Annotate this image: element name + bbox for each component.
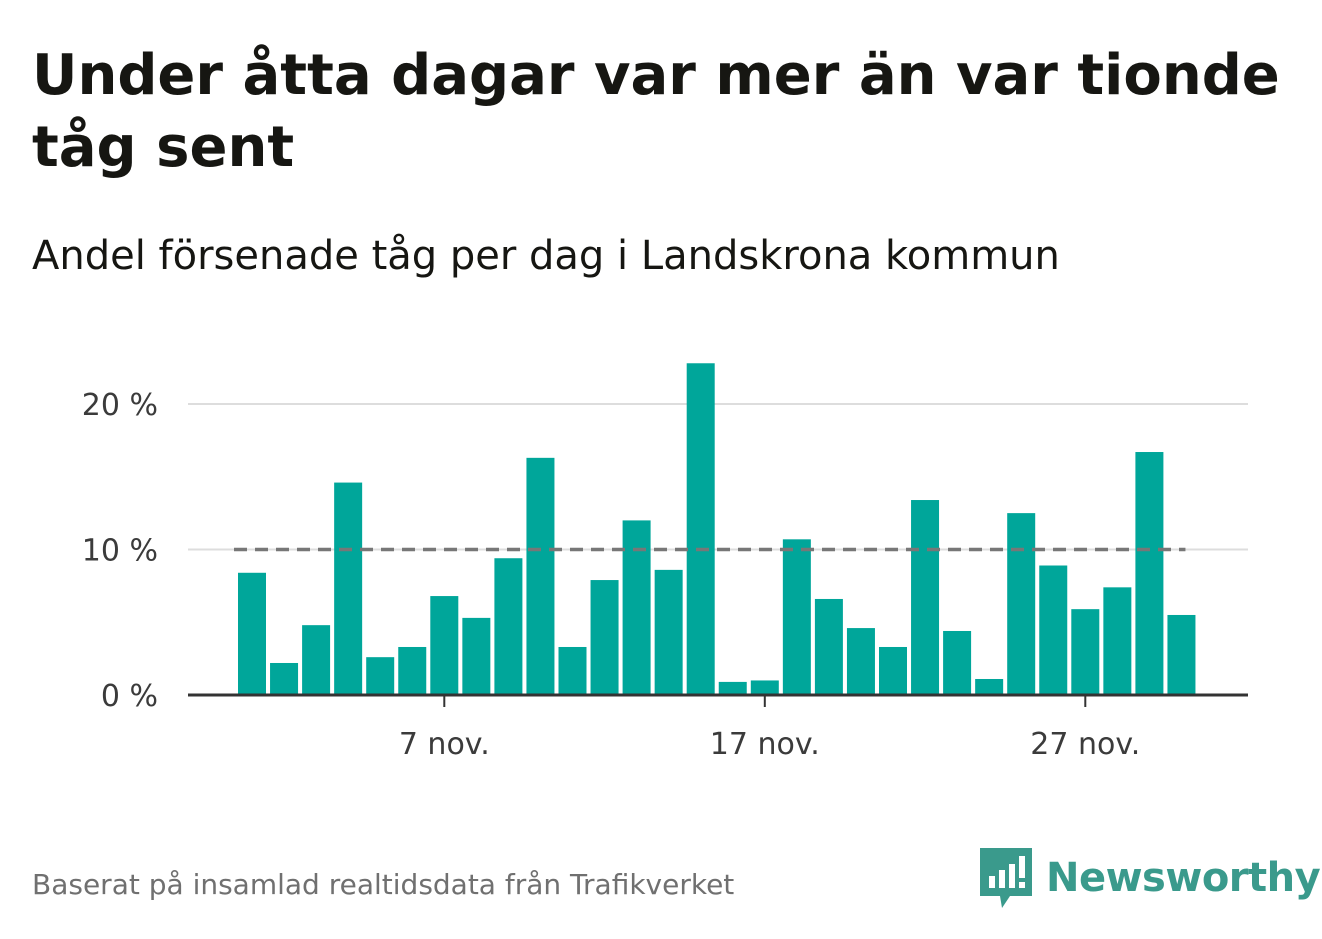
bar (590, 580, 619, 695)
bar (366, 657, 395, 695)
axes: 0 % 10 % 20 % 7 nov. 17 nov. 27 nov. (82, 388, 1248, 762)
y-tick-label: 0 % (101, 679, 158, 714)
newsworthy-logo-icon (980, 848, 1032, 908)
bar (654, 569, 683, 695)
bars (238, 363, 1196, 695)
bar (622, 520, 651, 695)
bar (270, 662, 299, 695)
bar (1103, 587, 1132, 695)
bar (911, 500, 940, 695)
bar (782, 539, 811, 695)
bar (238, 572, 266, 695)
bar (334, 482, 363, 695)
brand-logo: Newsworthy (980, 848, 1321, 908)
bar (879, 646, 907, 695)
bar (846, 628, 875, 695)
bar (750, 680, 779, 695)
bar (430, 596, 459, 695)
bar (686, 363, 715, 695)
bar (975, 678, 1004, 695)
x-tick-label: 17 nov. (710, 727, 820, 762)
bar (1135, 452, 1164, 695)
y-tick-label: 10 % (82, 534, 158, 569)
bar (526, 457, 555, 695)
source-note: Baserat på insamlad realtidsdata från Tr… (32, 868, 735, 901)
bar (943, 630, 972, 695)
bar (1071, 609, 1100, 695)
bar (558, 646, 587, 695)
bar (1167, 614, 1196, 695)
brand-name: Newsworthy (1046, 855, 1321, 901)
x-tick-label: 7 nov. (399, 727, 490, 762)
bar (1039, 565, 1068, 695)
bar (494, 558, 523, 695)
bar-chart: 0 % 10 % 20 % 7 nov. 17 nov. 27 nov. (82, 363, 1248, 762)
bar (462, 617, 491, 695)
chart-subtitle: Andel försenade tåg per dag i Landskrona… (32, 233, 1060, 279)
bar (398, 646, 427, 695)
chart-title: Under åtta dagar var mer än var tionde t… (32, 43, 1280, 180)
bar (302, 625, 331, 695)
x-tick-label: 27 nov. (1030, 727, 1140, 762)
bar (718, 681, 747, 695)
y-tick-label: 20 % (82, 388, 158, 423)
bar (1007, 513, 1036, 695)
bar (814, 598, 843, 695)
